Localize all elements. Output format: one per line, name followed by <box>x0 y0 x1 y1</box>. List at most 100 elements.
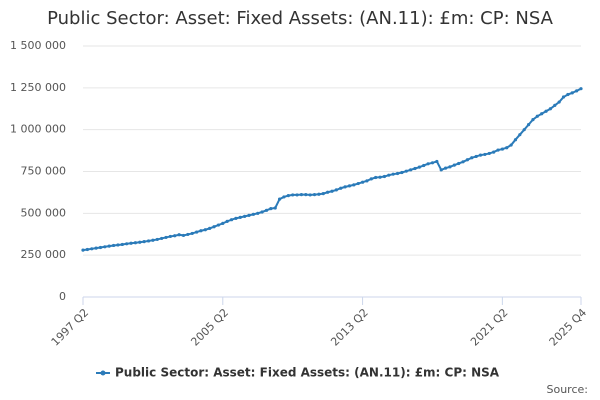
marker <box>273 206 277 210</box>
marker <box>570 91 574 95</box>
y-tick-label: 0 <box>59 290 66 303</box>
marker <box>155 237 159 242</box>
marker <box>330 189 334 193</box>
marker <box>443 166 448 170</box>
marker <box>540 112 544 116</box>
marker <box>107 244 111 248</box>
marker <box>168 234 172 239</box>
marker <box>243 214 247 218</box>
marker <box>544 109 548 113</box>
marker <box>142 240 146 244</box>
x-tick-label: 2005 Q2 <box>188 306 231 349</box>
marker <box>417 165 421 169</box>
marker <box>448 165 452 169</box>
marker <box>474 154 478 159</box>
marker <box>374 175 378 180</box>
marker <box>164 235 168 240</box>
marker <box>505 146 509 150</box>
marker <box>203 228 207 232</box>
marker <box>260 210 264 214</box>
marker <box>286 193 290 198</box>
marker <box>356 181 360 186</box>
marker <box>465 158 470 162</box>
marker <box>90 247 94 251</box>
marker <box>400 170 404 175</box>
marker <box>138 240 142 244</box>
marker <box>365 179 369 183</box>
chart-title: Public Sector: Asset: Fixed Assets: (AN.… <box>47 8 553 29</box>
marker <box>334 188 338 192</box>
marker <box>321 191 325 196</box>
marker <box>212 225 216 229</box>
marker <box>181 233 186 238</box>
y-tick-label: 1 500 000 <box>10 39 66 52</box>
marker <box>382 174 387 179</box>
marker <box>492 150 496 154</box>
y-tick-label: 1 250 000 <box>10 81 66 94</box>
marker <box>566 92 570 97</box>
marker <box>509 143 513 147</box>
marker <box>269 207 273 211</box>
marker <box>360 180 365 184</box>
marker <box>229 218 234 222</box>
marker <box>111 243 116 248</box>
marker <box>234 216 238 220</box>
marker <box>496 148 500 152</box>
marker <box>548 107 553 111</box>
y-tick-label: 750 000 <box>21 165 67 178</box>
marker <box>343 185 347 189</box>
marker <box>173 234 177 238</box>
marker <box>404 169 408 173</box>
marker <box>85 247 89 252</box>
legend-label: Public Sector: Asset: Fixed Assets: (AN.… <box>115 366 500 380</box>
marker <box>295 193 299 197</box>
marker <box>160 236 164 241</box>
marker <box>247 213 251 217</box>
marker <box>177 233 181 237</box>
source: Source: <box>547 383 589 396</box>
marker <box>526 123 531 127</box>
marker <box>557 100 561 104</box>
marker <box>277 197 282 201</box>
marker <box>457 161 461 166</box>
marker <box>461 160 465 164</box>
marker <box>531 118 535 122</box>
marker <box>225 219 229 223</box>
marker <box>439 168 443 172</box>
marker <box>216 223 221 227</box>
marker <box>291 193 295 197</box>
marker <box>378 175 382 179</box>
marker <box>522 128 526 132</box>
x-tick-label: 2025 Q4 <box>547 306 590 349</box>
marker <box>317 192 321 196</box>
marker <box>347 184 352 188</box>
marker <box>561 95 566 99</box>
marker <box>575 89 579 93</box>
marker <box>199 229 203 233</box>
marker <box>208 226 212 230</box>
marker <box>535 114 539 118</box>
y-tick-label: 1 000 000 <box>10 123 66 136</box>
marker <box>238 215 242 219</box>
marker <box>125 242 129 246</box>
marker <box>326 190 330 194</box>
marker <box>251 212 255 216</box>
marker <box>151 238 155 242</box>
marker <box>395 171 400 176</box>
marker <box>98 245 103 250</box>
marker <box>409 168 413 172</box>
marker <box>120 242 124 247</box>
marker <box>194 230 199 234</box>
marker <box>186 232 190 237</box>
marker <box>221 221 225 225</box>
marker <box>387 173 391 177</box>
marker <box>94 246 98 250</box>
x-tick-label: 2013 Q2 <box>328 306 371 349</box>
marker <box>487 151 491 156</box>
marker <box>304 192 308 197</box>
marker <box>299 192 304 197</box>
marker <box>483 152 487 157</box>
marker <box>352 183 356 187</box>
marker <box>518 133 522 137</box>
